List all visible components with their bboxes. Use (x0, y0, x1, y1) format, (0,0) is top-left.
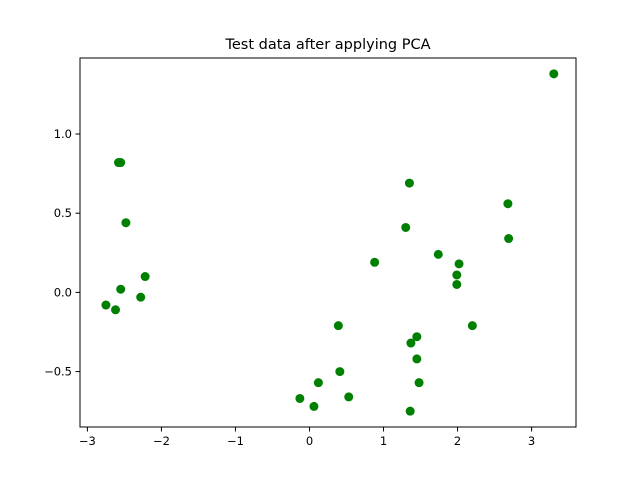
data-point (295, 393, 305, 403)
chart-title: Test data after applying PCA (224, 37, 430, 53)
axis-ticks: −3 −2 −1 0 1 2 3 −0.5 0.0 0.5 1.0 (44, 127, 535, 448)
data-point (405, 406, 415, 416)
x-tick-label: 0 (306, 434, 313, 448)
data-point (116, 284, 126, 294)
y-tick-label: 0.5 (54, 206, 72, 220)
data-point (116, 158, 126, 168)
x-tick-label: −1 (227, 434, 244, 448)
data-point (309, 401, 319, 411)
data-point (111, 305, 121, 315)
data-point (467, 321, 477, 331)
data-point (549, 69, 559, 79)
data-point (452, 279, 462, 289)
data-point (136, 292, 146, 302)
data-point (401, 222, 411, 232)
data-point (503, 199, 513, 209)
x-tick-label: 3 (528, 434, 535, 448)
data-point (412, 332, 422, 342)
data-point (370, 257, 380, 267)
data-point (335, 367, 345, 377)
data-point (344, 392, 354, 402)
data-point (406, 338, 416, 348)
plot-area-frame (79, 57, 577, 428)
data-point (404, 178, 414, 188)
data-point (101, 300, 111, 310)
data-point (121, 218, 131, 228)
data-point (454, 259, 464, 269)
data-point (412, 354, 422, 364)
y-tick-label: −0.5 (44, 365, 72, 379)
y-tick-label: 1.0 (54, 127, 72, 141)
x-tick-label: 2 (454, 434, 461, 448)
data-point (333, 321, 343, 331)
data-point (414, 378, 424, 388)
data-points (101, 69, 559, 416)
data-point (433, 249, 443, 259)
x-tick-label: −3 (79, 434, 96, 448)
data-point (140, 272, 150, 282)
data-point (504, 234, 514, 244)
data-point (313, 378, 323, 388)
x-tick-label: 1 (380, 434, 387, 448)
data-point (452, 270, 462, 280)
x-tick-label: −2 (153, 434, 170, 448)
y-tick-label: 0.0 (54, 285, 72, 299)
